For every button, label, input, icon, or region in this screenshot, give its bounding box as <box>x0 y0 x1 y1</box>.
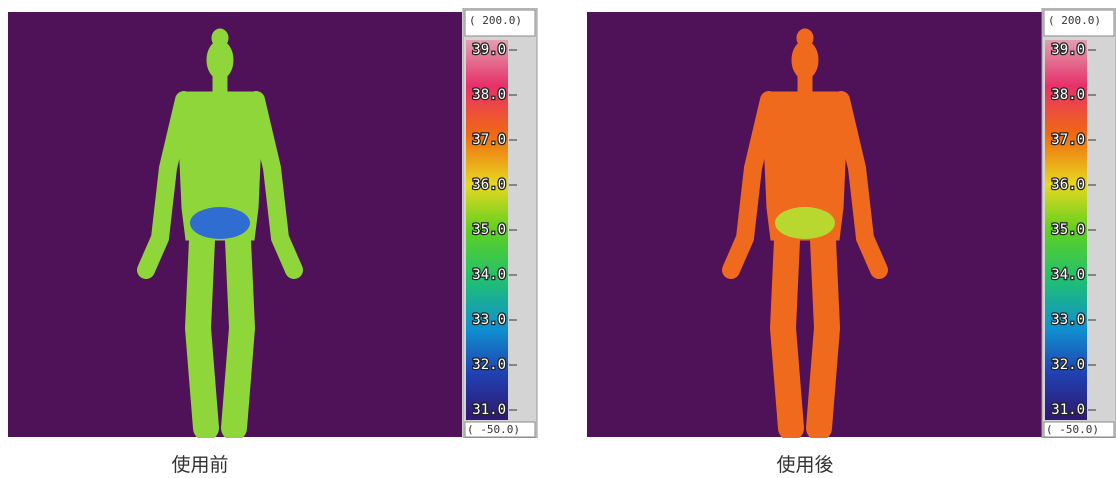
scale-label: 34.0 <box>1051 267 1085 283</box>
scale-label: 38.0 <box>1051 87 1085 103</box>
min-label: ( -50.0) <box>467 423 520 436</box>
scale-label: 39.0 <box>472 42 506 58</box>
color-scale: ( 200.0) 39.0 38.0 37.0 36.0 35.0 34.0 33.0 32.0… <box>1041 7 1116 439</box>
scale-label: 36.0 <box>472 177 506 193</box>
max-label: ( 200.0) <box>469 14 522 27</box>
scale-label: 39.0 <box>1051 42 1085 58</box>
caption: 使用後 <box>776 454 834 476</box>
thermal-view: ( 200.0) 39.0 38.0 37.0 36.0 35.0 34.0 33.0 32.0… <box>587 7 1116 439</box>
scale-label: 38.0 <box>472 87 506 103</box>
scale-label: 33.0 <box>1051 312 1085 328</box>
scale-label: 35.0 <box>1051 222 1085 238</box>
min-label: ( -50.0) <box>1046 423 1099 436</box>
scale-label: 35.0 <box>472 222 506 238</box>
scale-label: 31.0 <box>1051 402 1085 418</box>
scale-label: 33.0 <box>472 312 506 328</box>
gradient-bar <box>466 40 508 420</box>
max-box <box>1043 9 1115 37</box>
scale-label: 37.0 <box>1051 132 1085 148</box>
scale-label: 32.0 <box>472 357 506 373</box>
scale-label: 36.0 <box>1051 177 1085 193</box>
scale-label: 31.0 <box>472 402 506 418</box>
cool-region <box>775 207 835 239</box>
caption: 使用前 <box>171 454 229 476</box>
max-box <box>464 9 536 37</box>
panel-after: ( 200.0) 39.0 38.0 37.0 36.0 35.0 34.0 33.0 32.0… <box>587 7 1116 442</box>
color-scale: ( 200.0) 39.0 38.0 37.0 36.0 35.0 34.0 33.0 32.0… <box>462 7 538 439</box>
min-box <box>1043 421 1115 438</box>
thermal-view: ( 200.0) 39.0 38.0 37.0 36.0 35.0 34.0 33.0 32.0… <box>8 7 538 439</box>
min-box <box>464 421 536 438</box>
scale-label: 37.0 <box>472 132 506 148</box>
panel-before: ( 200.0) 39.0 38.0 37.0 36.0 35.0 34.0 33.0 32.0… <box>8 7 538 442</box>
scale-label: 34.0 <box>472 267 506 283</box>
max-label: ( 200.0) <box>1048 14 1101 27</box>
gradient-bar <box>1045 40 1087 420</box>
scale-label: 32.0 <box>1051 357 1085 373</box>
cool-region <box>190 207 250 239</box>
